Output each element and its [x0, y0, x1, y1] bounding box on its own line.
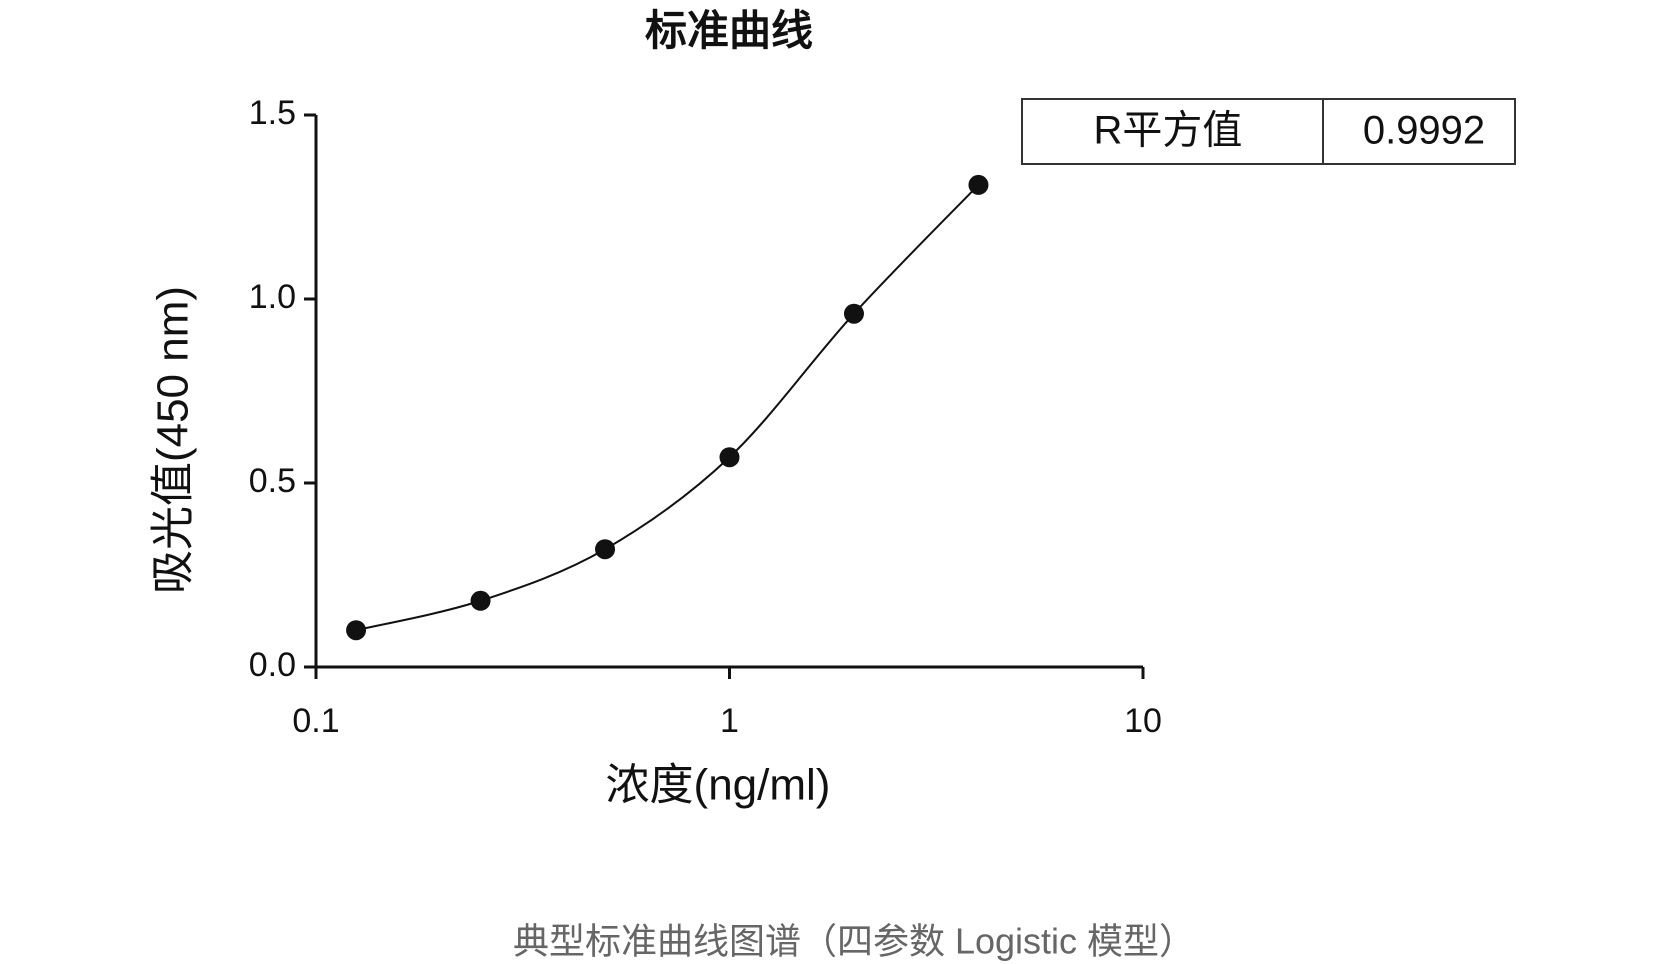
caption: 典型标准曲线图谱（四参数 Logistic 模型） — [513, 921, 1195, 962]
y-axis-label: 吸光值(450 nm) — [149, 286, 198, 594]
fit-curve — [355, 184, 980, 632]
data-point — [968, 174, 989, 195]
x-axis-label: 浓度(ng/ml) — [606, 761, 831, 810]
y-tick-label: 0.5 — [249, 462, 296, 500]
x-tick-label: 1 — [720, 702, 739, 740]
x-tick-label: 10 — [1124, 702, 1162, 740]
stats-box — [1021, 98, 1516, 165]
data-point — [595, 539, 616, 560]
x-tick-label: 0.1 — [292, 702, 339, 740]
y-tick-label: 1.5 — [249, 94, 296, 132]
stats-value: 0.9992 — [1363, 109, 1485, 153]
stats-label: R平方值 — [1094, 109, 1243, 153]
y-tick-label: 1.0 — [249, 278, 296, 316]
data-point — [843, 303, 864, 324]
data-point — [470, 590, 491, 611]
chart-title: 标准曲线 — [645, 7, 813, 54]
data-point — [719, 447, 740, 468]
data-point — [346, 620, 367, 641]
y-tick-label: 0.0 — [249, 646, 296, 684]
